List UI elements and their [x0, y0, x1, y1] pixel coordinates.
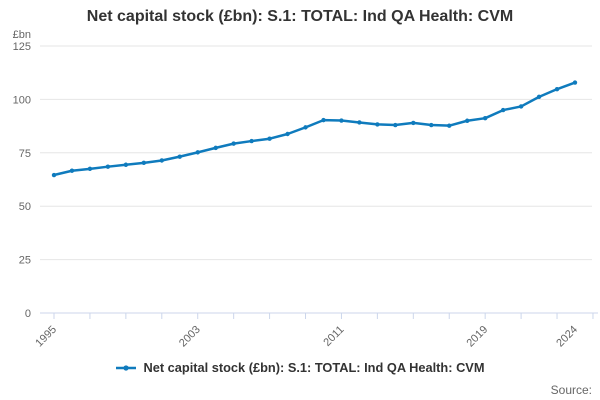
chart-title: Net capital stock (£bn): S.1: TOTAL: Ind… — [86, 8, 514, 25]
legend-line-marker-icon — [116, 364, 137, 371]
source-label: Source: — [550, 383, 592, 397]
svg-text:2011: 2011 — [321, 324, 346, 349]
legend-item-label: Net capital stock (£bn): S.1: TOTAL: Ind… — [143, 360, 485, 375]
svg-text:25: 25 — [19, 255, 31, 267]
svg-text:1995: 1995 — [33, 324, 59, 350]
svg-text:50: 50 — [19, 201, 31, 213]
svg-text:2003: 2003 — [177, 324, 203, 350]
svg-text:0: 0 — [25, 308, 31, 320]
svg-text:125: 125 — [13, 41, 31, 53]
legend: Net capital stock (£bn): S.1: TOTAL: Ind… — [0, 360, 600, 375]
legend-item[interactable]: Net capital stock (£bn): S.1: TOTAL: Ind… — [115, 360, 485, 375]
svg-text:75: 75 — [19, 148, 31, 160]
y-axis-unit-label: £bn — [12, 29, 31, 41]
line-chart-plot: 0 25 50 75 100 125 1995 2003 2011 2019 2024 — [13, 41, 598, 350]
svg-text:100: 100 — [13, 94, 31, 106]
svg-text:2024: 2024 — [554, 324, 580, 350]
svg-text:2019: 2019 — [464, 324, 490, 350]
